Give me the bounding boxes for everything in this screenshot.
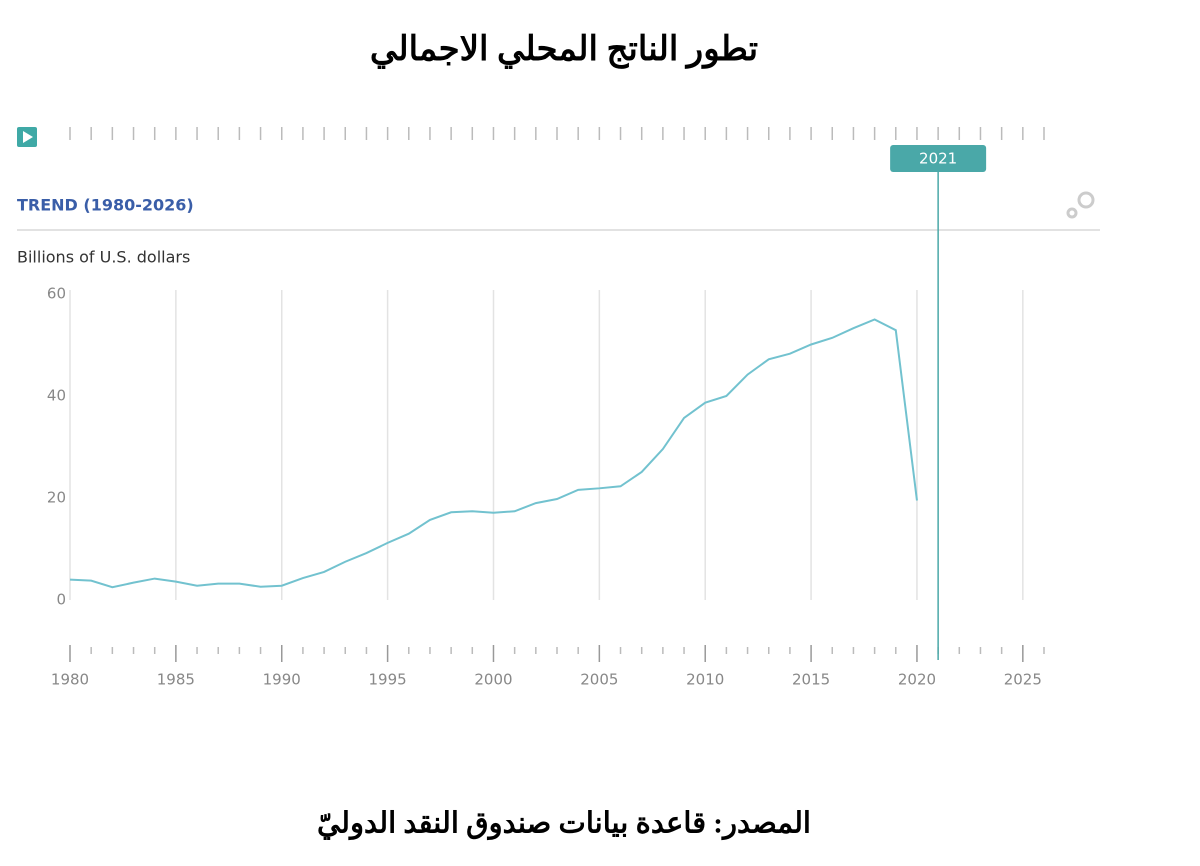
subtitle: TREND (1980-2026) bbox=[17, 196, 194, 215]
x-tick-label: 1995 bbox=[369, 671, 407, 689]
y-axis-label: Billions of U.S. dollars bbox=[17, 248, 190, 267]
source-note: المصدر: قاعدة بيانات صندوق النقد الدوليّ bbox=[317, 808, 811, 841]
x-tick-label: 2020 bbox=[898, 671, 936, 689]
x-tick-label: 2010 bbox=[686, 671, 724, 689]
y-tick-label: 60 bbox=[47, 285, 66, 303]
x-tick-label: 2000 bbox=[474, 671, 512, 689]
highlight-badge bbox=[890, 145, 987, 172]
x-tick-label: 2025 bbox=[1004, 671, 1042, 689]
x-tick-label: 2005 bbox=[580, 671, 618, 689]
x-tick-label: 1980 bbox=[51, 671, 89, 689]
x-tick-label: 1990 bbox=[263, 671, 301, 689]
data-line bbox=[69, 318, 918, 589]
highlight-label: 2021 bbox=[919, 150, 957, 168]
x-tick-label: 1985 bbox=[157, 671, 195, 689]
chart-title: تطور الناتج المحلي الاجمالي bbox=[370, 31, 758, 69]
y-tick-label: 20 bbox=[47, 489, 66, 507]
play-icon bbox=[23, 131, 33, 143]
y-tick-label: 40 bbox=[47, 387, 66, 405]
settings-icon[interactable] bbox=[1066, 191, 1095, 219]
y-tick-label: 0 bbox=[56, 591, 66, 609]
x-tick-label: 2015 bbox=[792, 671, 830, 689]
